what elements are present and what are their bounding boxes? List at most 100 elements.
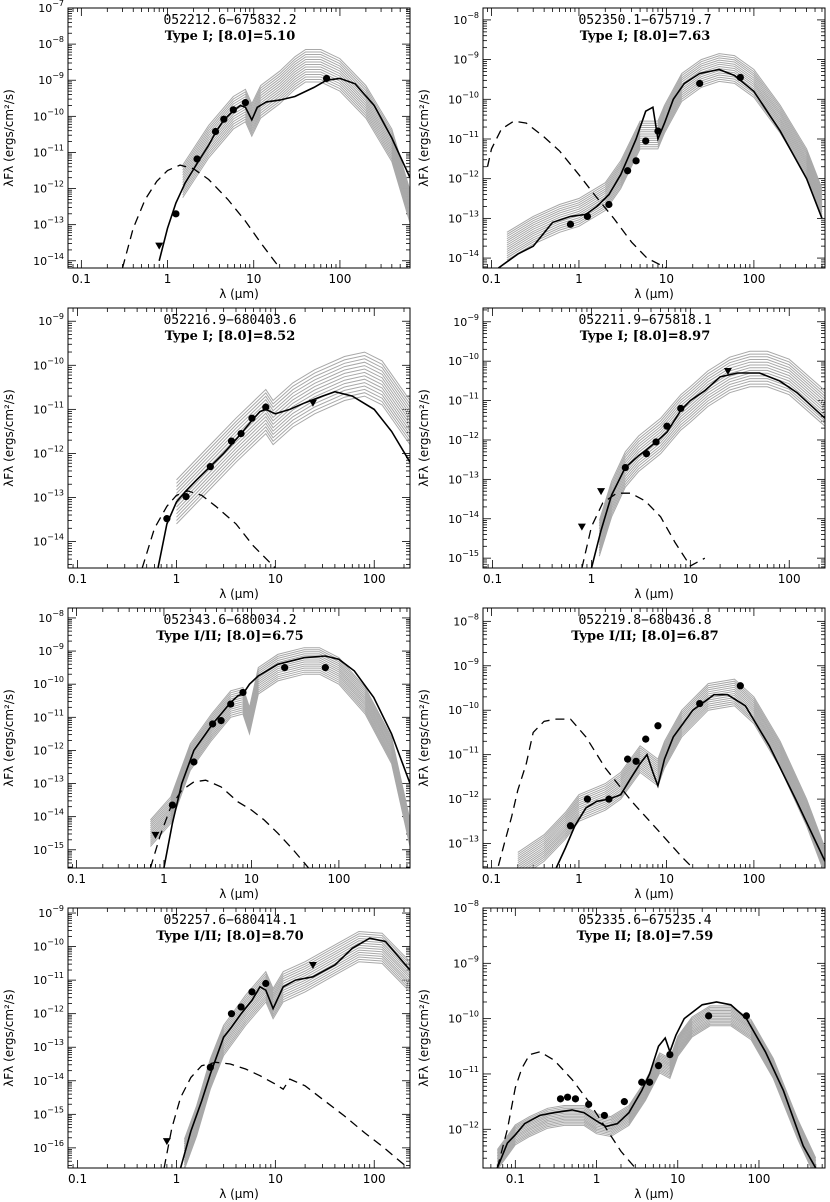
stellar-photosphere-curve	[141, 490, 276, 568]
photometry-point	[632, 757, 640, 765]
plot-area	[497, 678, 825, 868]
other-fit-curve	[598, 378, 825, 549]
photometry-point	[585, 1100, 593, 1108]
photometry-point	[239, 688, 247, 697]
x-tick-label: 100	[327, 872, 350, 886]
y-tick-label: 10−11	[448, 746, 479, 762]
y-axis-label: λFλ (ergs/cm²/s)	[417, 89, 431, 187]
panel-subtitle: Type I; [8.0]=8.97	[580, 329, 711, 344]
y-tick-label: 10−9	[38, 71, 64, 87]
y-tick-label: 10−11	[33, 971, 64, 987]
y-tick-label: 10−13	[448, 835, 479, 851]
photometry-point	[168, 801, 177, 809]
sed-panel: 0.1 1 10 100 10−15 10−14 10−13 10−12 10−11 10−10 1…	[415, 300, 830, 600]
photometry-point	[190, 758, 198, 766]
x-tick-label: 100	[363, 572, 386, 586]
photometry-point	[663, 422, 671, 430]
plot-area	[486, 53, 823, 268]
y-tick-label: 10−8	[453, 11, 479, 27]
photometry-point	[211, 127, 220, 136]
sed-panel: 0.1 1 10 100 10−14 10−13 10−12 10−11 10−10 10−9 10…	[0, 0, 415, 300]
y-tick-label: 10−9	[453, 657, 479, 673]
best-fit-curve	[158, 77, 410, 261]
sed-panel: 0.1 1 10 100 10−13 10−12 10−11 10−10 10−9 10−8 λ (…	[415, 600, 830, 900]
x-tick-label: 0.1	[72, 272, 91, 286]
y-axis-label: λFλ (ergs/cm²/s)	[417, 989, 431, 1087]
panel-title: 052211.9−675818.1	[578, 313, 711, 328]
plot-frame	[482, 907, 826, 1169]
y-tick-label: 10−11	[33, 400, 64, 416]
other-fit-curve	[150, 651, 410, 825]
photometry-point	[605, 795, 613, 803]
plot-area	[141, 351, 410, 568]
other-fit-curve	[182, 76, 410, 219]
other-fit-curve	[496, 1010, 817, 1163]
y-tick-label: 10−11	[33, 143, 64, 159]
y-tick-label: 10−12	[448, 790, 479, 806]
other-fit-curve	[150, 647, 410, 821]
sed-chart-svg: 0.1 1 10 100 10−15 10−14 10−13 10−12 10−11 10−10 1…	[417, 307, 826, 600]
other-fit-curve	[598, 353, 825, 524]
other-fit-curve	[524, 699, 825, 868]
x-tick-label: 1	[575, 872, 583, 886]
y-tick-label: 10−9	[453, 313, 479, 329]
photometry-point	[209, 720, 217, 728]
panel-title: 052335.6−675235.4	[578, 913, 711, 928]
other-fit-curve	[176, 392, 410, 521]
upper-limit-marker	[597, 488, 606, 496]
plot-frame	[67, 907, 411, 1169]
other-fit-curve	[150, 649, 410, 823]
sed-panel: 0.1 1 10 100 10−12 10−11 10−10 10−9 10−8 λ (μm) λF…	[415, 900, 830, 1200]
other-fit-curve	[176, 375, 410, 504]
panel-subtitle: Type I; [8.0]=5.10	[165, 29, 296, 44]
other-fit-curve	[517, 686, 825, 862]
photometry-point	[220, 115, 228, 123]
upper-limit-marker	[723, 368, 732, 376]
other-fit-curve	[176, 385, 410, 515]
x-tick-label: 10	[268, 1172, 283, 1186]
x-tick-label: 10	[244, 872, 259, 886]
photometry-point	[624, 167, 632, 175]
panel-title: 052212.6−675832.2	[163, 13, 296, 28]
other-fit-curve	[496, 1016, 816, 1168]
plot-frame	[67, 307, 411, 569]
photometry-point	[206, 463, 214, 471]
y-tick-label: 10−12	[33, 1005, 64, 1021]
y-tick-label: 10−12	[33, 444, 64, 460]
x-tick-label: 100	[328, 272, 351, 286]
x-tick-label: 10	[683, 572, 698, 586]
photometry-point	[654, 1062, 663, 1070]
photometry-point	[556, 1095, 565, 1103]
y-tick-label: 10−14	[448, 510, 479, 526]
x-axis-label: λ (μm)	[219, 887, 259, 900]
panel-title: 052257.6−680414.1	[163, 913, 296, 928]
photometry-point	[229, 106, 237, 114]
y-tick-label: 10−15	[33, 1105, 64, 1121]
y-tick-label: 10−16	[33, 1139, 64, 1155]
photometry-point	[248, 414, 256, 422]
photometry-point	[621, 463, 629, 472]
sed-chart-svg: 0.1 1 10 100 10−15 10−14 10−13 10−12 10−11 10−10 1…	[2, 607, 411, 900]
photometry-point	[605, 200, 613, 209]
x-tick-label: 1	[588, 572, 596, 586]
y-tick-label: 10−12	[448, 431, 479, 447]
x-tick-label: 100	[778, 572, 801, 586]
x-tick-label: 10	[246, 272, 261, 286]
sed-chart-svg: 0.1 1 10 100 10−12 10−11 10−10 10−9 10−8 λ (μm) λF…	[417, 900, 826, 1200]
x-tick-label: 1	[575, 272, 583, 286]
photometry-point	[642, 137, 650, 145]
photometry-point	[262, 403, 270, 411]
plot-frame	[482, 607, 826, 869]
panel-subtitle: Type I; [8.0]=7.63	[580, 29, 711, 44]
other-fit-curve	[496, 1023, 813, 1168]
y-tick-label: 10−12	[33, 180, 64, 196]
other-fit-curve	[517, 678, 825, 853]
other-fit-curve	[150, 653, 410, 827]
other-fit-curve	[598, 356, 825, 527]
other-fit-curve	[517, 688, 825, 864]
photometry-point	[696, 79, 704, 88]
x-tick-label: 1	[173, 1172, 181, 1186]
y-tick-label: 10−8	[453, 612, 479, 628]
photometry-point	[677, 404, 685, 413]
other-fit-curve	[176, 365, 410, 494]
